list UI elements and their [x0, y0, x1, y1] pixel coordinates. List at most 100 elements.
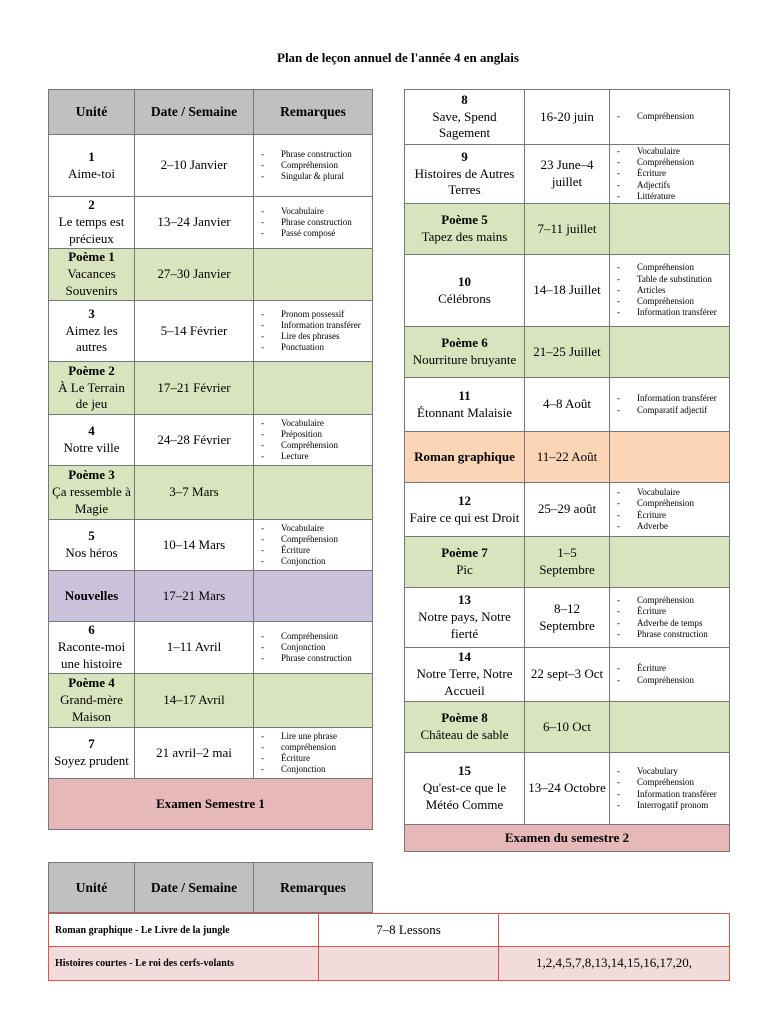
table-row: 14 Notre Terre, Notre Accueil 22 sept–3 Oc…: [405, 648, 729, 702]
remark: Vocabulary: [617, 766, 726, 777]
date: 11–22 Août: [536, 448, 598, 464]
unit-cell: Poème 1 Vacances Souvenirs: [49, 249, 135, 300]
remarks-cell: VocabulaireCompréhensionÉcritureAdverbe: [610, 483, 729, 536]
remarks-list: VocabulairePrépositionCompréhensionLectu…: [257, 418, 369, 463]
date-cell: 7–11 juillet: [525, 204, 610, 254]
remark: Compréhension: [617, 595, 726, 606]
date: 2–10 Janvier: [160, 157, 228, 173]
unit-cell: 2 Le temps est précieux: [49, 197, 135, 248]
date-cell: 1–5 Septembre: [525, 537, 610, 587]
unit-cell: 7 Soyez prudent: [49, 728, 135, 778]
unit-title: 10: [458, 273, 471, 289]
remarks-cell: ÉcritureCompréhension: [610, 648, 729, 701]
unit-cell: 8 Save, Spend Sagement: [405, 90, 525, 144]
unit-cell: Poème 6 Nourriture bruyante: [405, 327, 525, 377]
table-row: Roman graphique 11–22 Août: [405, 432, 729, 483]
remarks-cell: VocabulairePhrase constructionPassé comp…: [254, 197, 372, 248]
date-cell: 24–28 Février: [135, 415, 254, 465]
remark: Écriture: [261, 545, 369, 556]
remark: Compréhension: [261, 440, 369, 451]
unit-name: Nos héros: [65, 545, 118, 560]
unit-name: Histoires de Autres Terres: [414, 165, 515, 198]
header-cell: Unité: [49, 90, 135, 134]
remarks-list: Information transférerComparatif adjecti…: [613, 393, 726, 416]
lesson-date: [319, 947, 499, 980]
unit-cell: 12 Faire ce qui est Droit: [405, 483, 525, 536]
remarks-cell: VocabularyCompréhensionInformation trans…: [610, 753, 729, 824]
unit-name: Aime-toi: [68, 165, 115, 181]
date: 3–7 Mars: [169, 484, 219, 500]
date: 23 June–4 juillet: [540, 157, 594, 189]
remark: Compréhension: [617, 296, 726, 307]
unit-title: 6: [88, 622, 95, 638]
remark: Pronom possessif: [261, 309, 369, 320]
date: 25–29 août: [537, 501, 597, 517]
unit-cell: Poème 8 Château de sable: [405, 702, 525, 752]
header-cell: Unité: [49, 863, 135, 912]
table-row: Poème 7 Pic 1–5 Septembre: [405, 537, 729, 588]
header-cell: Remarques: [280, 879, 346, 895]
remark: Conjonction: [261, 642, 369, 653]
date: 27–30 Janvier: [157, 266, 231, 282]
unit-cell: 14 Notre Terre, Notre Accueil: [405, 648, 525, 701]
lesson-date: 7–8 Lessons: [319, 914, 499, 946]
date: 17–21 Mars: [162, 587, 226, 603]
date: 16-20 juin: [540, 108, 594, 124]
header-cell: Date / Semaine: [135, 90, 254, 134]
unit-title: 2: [88, 197, 95, 213]
remarks-cell: [610, 327, 729, 377]
unit-title: Poème 6: [441, 335, 488, 351]
table-row: Nouvelles 17–21 Mars: [49, 571, 372, 622]
remarks-list: Lire une phrasecompréhensionÉcritureConj…: [257, 731, 369, 776]
remarks-list: VocabulaireCompréhensionÉcritureAdverbe: [613, 487, 726, 532]
remarks-list: VocabulairePhrase constructionPassé comp…: [257, 206, 369, 240]
remark: Préposition: [261, 429, 369, 440]
remark: Écriture: [617, 663, 726, 674]
header-cell: Date / Semaine: [135, 863, 254, 912]
unit-name: Save, Spend Sagement: [432, 108, 497, 141]
remarks-list: Compréhension: [613, 111, 726, 122]
unit-title: Poème 1: [68, 249, 115, 265]
unit-name: Étonnant Malaisie: [417, 404, 512, 420]
remark: Phrase construction: [261, 149, 369, 160]
remark: Compréhension: [261, 631, 369, 642]
unit-title: Nouvelles: [64, 587, 119, 603]
unit-cell: 10 Célébrons: [405, 255, 525, 326]
header-row: Unité Date / Semaine Remarques: [49, 863, 372, 912]
page-title: Plan de leçon annuel de l'année 4 en ang…: [277, 50, 519, 65]
table-row: Poème 6 Nourriture bruyante 21–25 Juillet: [405, 327, 729, 378]
unit-cell: 3 Aimez les autres: [49, 301, 135, 361]
unit-name: Tapez des mains: [421, 229, 508, 244]
remark: Phrase construction: [261, 217, 369, 228]
date-cell: 2–10 Janvier: [135, 135, 254, 196]
remark: Ponctuation: [261, 342, 369, 353]
date-cell: 25–29 août: [525, 483, 610, 536]
unit-cell: 13 Notre pays, Notre fierté: [405, 588, 525, 647]
remarks-cell: VocabulairePrépositionCompréhensionLectu…: [254, 415, 372, 465]
remark: Passé composé: [261, 228, 369, 239]
remarks-list: VocabulaireCompréhensionÉcritureConjonct…: [257, 523, 369, 568]
unit-title: Poème 4: [68, 675, 115, 691]
header-cell: Remarques: [280, 104, 346, 120]
unit-title: Roman graphique: [414, 448, 515, 464]
remark: Vocabulaire: [261, 418, 369, 429]
unit-name: À Le Terrain de jeu: [58, 379, 125, 412]
remarks-cell: CompréhensionTable de substitutionArticl…: [610, 255, 729, 326]
remark: Information transférer: [617, 393, 726, 404]
date: 21–25 Juillet: [533, 343, 601, 359]
date: 21 avril–2 mai: [156, 744, 232, 760]
date-cell: 21 avril–2 mai: [135, 728, 254, 778]
unit-cell: 11 Étonnant Malaisie: [405, 378, 525, 431]
table-row: Poème 8 Château de sable 6–10 Oct: [405, 702, 729, 753]
remark: Compréhension: [617, 777, 726, 788]
remarks-list: CompréhensionÉcritureAdverbe de tempsPhr…: [613, 595, 726, 640]
unit-cell: Poème 4 Grand-mère Maison: [49, 674, 135, 727]
remark: Information transférer: [261, 320, 369, 331]
date-cell: 14–17 Avril: [135, 674, 254, 727]
unit-cell: Poème 3 Ça ressemble à Magie: [49, 466, 135, 519]
